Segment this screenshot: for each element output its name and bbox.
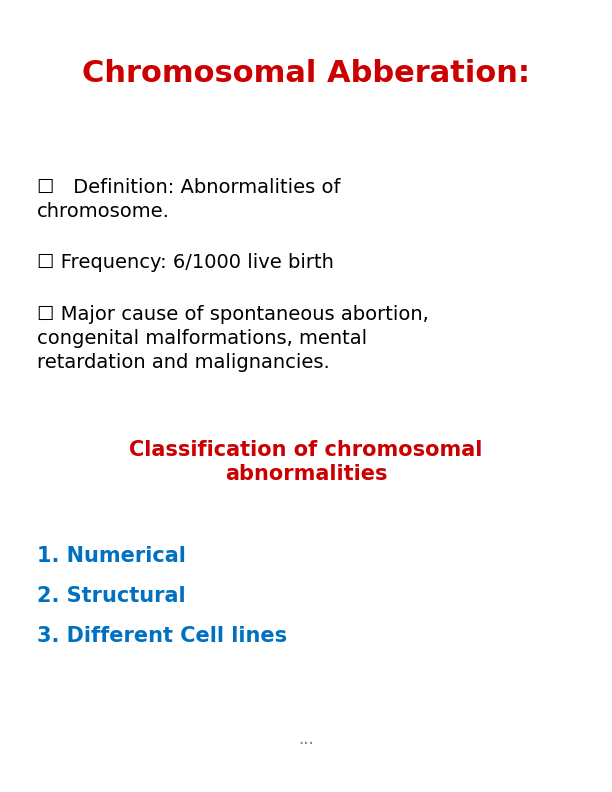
Text: 2. Structural: 2. Structural bbox=[37, 586, 185, 606]
Text: ☐ Frequency: 6/1000 live birth: ☐ Frequency: 6/1000 live birth bbox=[37, 253, 334, 272]
Text: 3. Different Cell lines: 3. Different Cell lines bbox=[37, 626, 287, 645]
Text: ☐ Major cause of spontaneous abortion,
congenital malformations, mental
retardat: ☐ Major cause of spontaneous abortion, c… bbox=[37, 305, 428, 372]
Text: ...: ... bbox=[298, 730, 314, 748]
Text: ☐   Definition: Abnormalities of
chromosome.: ☐ Definition: Abnormalities of chromosom… bbox=[37, 178, 340, 222]
Text: Classification of chromosomal
abnormalities: Classification of chromosomal abnormalit… bbox=[129, 440, 483, 485]
Text: 1. Numerical: 1. Numerical bbox=[37, 546, 185, 566]
Text: Chromosomal Abberation:: Chromosomal Abberation: bbox=[82, 59, 530, 89]
